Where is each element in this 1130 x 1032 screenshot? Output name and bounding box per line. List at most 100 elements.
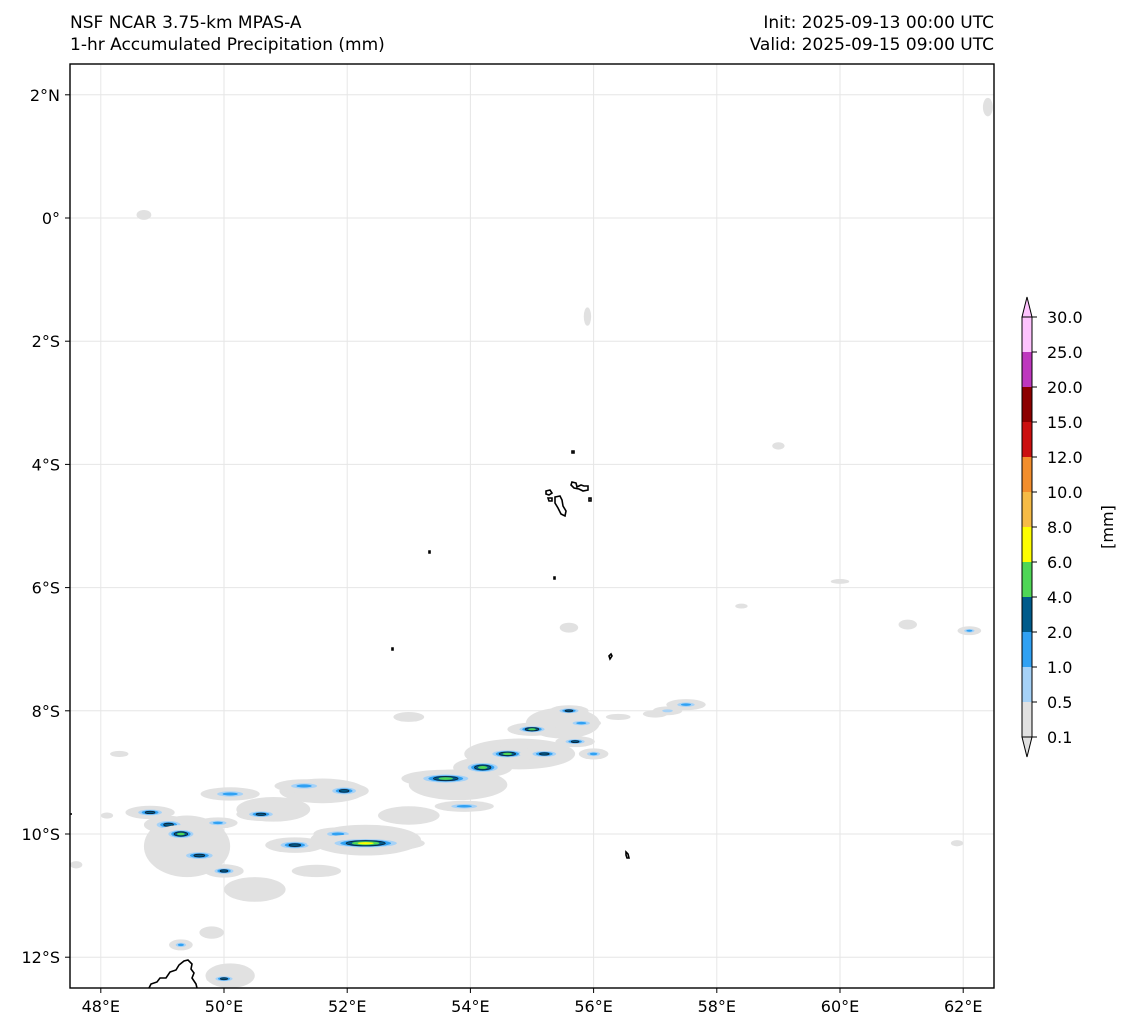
coastlines <box>70 450 631 988</box>
precip-cell <box>652 706 683 716</box>
precip-contour-level-2 <box>177 943 184 947</box>
precip-light-patch <box>583 307 592 326</box>
colorbar-segment <box>1022 492 1032 527</box>
precip-light-patch <box>950 840 964 847</box>
precip-contour-level-4 <box>528 728 536 731</box>
precip-cell <box>549 705 589 717</box>
precip-cell <box>171 847 227 864</box>
precip-cell <box>957 626 982 636</box>
colorbar-segment <box>1022 667 1032 702</box>
precip-contour-level-2 <box>966 629 973 632</box>
x-tick-label: 50°E <box>205 997 243 1016</box>
precip-light-patch <box>982 97 993 117</box>
precip-light-patch <box>559 622 579 633</box>
colorbar-unit-label: [mm] <box>1098 505 1117 549</box>
precip-cell <box>578 748 609 760</box>
y-tick-label: 2°S <box>32 332 60 351</box>
precip-contour-level-4 <box>176 832 185 836</box>
title-field: 1-hr Accumulated Precipitation (mm) <box>70 35 385 55</box>
precip-cell <box>306 834 425 853</box>
y-tick-label: 12°S <box>21 948 60 967</box>
precip-contour-level-5 <box>357 842 374 845</box>
x-tick-label: 56°E <box>574 997 612 1016</box>
precip-cell <box>453 757 513 778</box>
precip-light-patch <box>136 209 152 220</box>
precip-cell <box>206 973 242 985</box>
colorbar-segment <box>1022 702 1032 737</box>
precip-cell <box>125 805 175 820</box>
precip-contour-level-4 <box>502 752 513 756</box>
x-tick-label: 60°E <box>821 997 859 1016</box>
precip-contour-level-2 <box>331 832 345 836</box>
colorbar-tick-label: 6.0 <box>1047 553 1072 572</box>
precip-light-patch <box>898 619 917 630</box>
precip-contour-level-2 <box>222 792 238 796</box>
y-tick-label: 0° <box>42 209 60 228</box>
precip-contour-level-2 <box>576 721 587 725</box>
precip-cell <box>434 800 494 812</box>
precip-contour-level-3 <box>255 812 267 816</box>
colorbar-segment <box>1022 632 1032 667</box>
precip-cell <box>561 717 601 729</box>
colorbar-extend-high <box>1021 296 1033 318</box>
precip-cell <box>169 939 193 951</box>
precip-light-patch <box>199 926 224 939</box>
precip-contour-level-3 <box>338 789 350 793</box>
x-tick-label: 62°E <box>944 997 982 1016</box>
x-tick-label: 48°E <box>82 997 120 1016</box>
precip-contour-level-2 <box>456 805 472 808</box>
y-tick-label: 4°S <box>32 455 60 474</box>
precip-contour-level-3 <box>193 853 206 858</box>
precip-contour-level-2 <box>680 703 692 706</box>
precip-cell <box>200 787 260 801</box>
colorbar-segment <box>1022 317 1032 352</box>
x-tick-label: 54°E <box>451 997 489 1016</box>
colorbar-segment <box>1022 352 1032 387</box>
colorbar-segment <box>1022 387 1032 422</box>
colorbar-tick-label: 12.0 <box>1047 448 1083 467</box>
map-frame <box>69 63 995 989</box>
precip-contour-level-3 <box>144 810 156 815</box>
precip-cell <box>236 807 286 821</box>
colorbar-tick-label: 25.0 <box>1047 343 1083 362</box>
precip-contour-level-3 <box>564 709 574 713</box>
colorbar-tick-label: 8.0 <box>1047 518 1072 537</box>
precip-cell <box>156 825 206 843</box>
precip-cell <box>274 779 334 793</box>
colorbar-tick-label: 0.5 <box>1047 693 1072 712</box>
precip-cell <box>198 817 238 829</box>
precip-contour-level-3 <box>219 869 229 873</box>
colorbar-segment <box>1022 562 1032 597</box>
precip-light-patch <box>605 713 631 721</box>
precip-cell <box>204 864 244 878</box>
precip-cell <box>477 746 537 762</box>
precip-light-patch <box>378 806 440 825</box>
colorbar-tick-label: 2.0 <box>1047 623 1072 642</box>
precip-light-patch <box>70 861 83 869</box>
precip-contour-level-2 <box>296 784 312 788</box>
precip-cell <box>507 722 557 736</box>
y-tick-label: 2°N <box>30 86 60 105</box>
precip-contour-level-3 <box>288 843 302 847</box>
colorbar-segment <box>1022 527 1032 562</box>
colorbar-tick-label: 20.0 <box>1047 378 1083 397</box>
precip-contour-level-2 <box>589 752 598 756</box>
precip-light-patch <box>291 864 342 878</box>
precip-field <box>70 97 993 988</box>
colorbar-segment <box>1022 422 1032 457</box>
precip-light-patch <box>772 442 785 450</box>
title-model: NSF NCAR 3.75-km MPAS-A <box>70 13 302 33</box>
precip-light-patch <box>830 578 850 584</box>
precip-cell <box>555 736 595 748</box>
precip-light-patch <box>735 603 748 609</box>
title-valid-time: Valid: 2025-09-15 09:00 UTC <box>749 35 994 55</box>
y-tick-label: 6°S <box>32 579 60 598</box>
colorbar-tick-label: 15.0 <box>1047 413 1083 432</box>
colorbar-tick-label: 4.0 <box>1047 588 1072 607</box>
precip-light-patch <box>393 712 425 722</box>
y-tick-label: 8°S <box>32 702 60 721</box>
precip-contour-level-1 <box>662 709 673 713</box>
precip-contour-level-4 <box>477 766 488 769</box>
precip-cell <box>519 747 569 761</box>
